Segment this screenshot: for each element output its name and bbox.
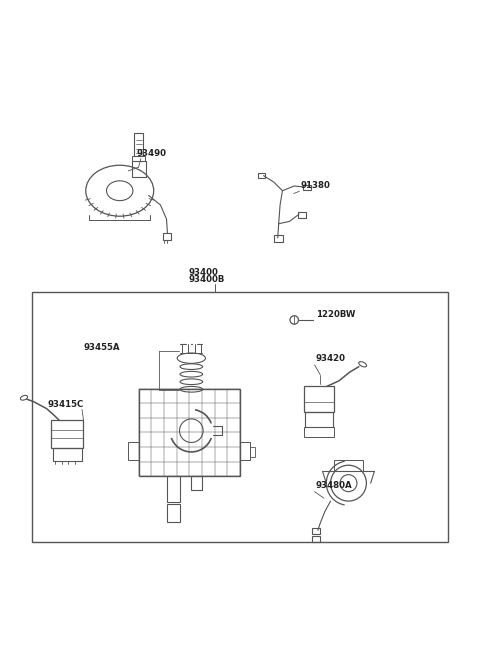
Bar <box>258 173 265 178</box>
Text: 1220BW: 1220BW <box>316 310 356 319</box>
Bar <box>299 212 306 218</box>
Bar <box>128 441 139 460</box>
Bar <box>53 448 82 461</box>
Bar <box>305 413 333 426</box>
Text: 93415C: 93415C <box>48 400 84 409</box>
Text: 93420: 93420 <box>315 354 346 364</box>
Bar <box>192 476 202 490</box>
Bar <box>303 185 311 190</box>
Bar <box>132 156 145 162</box>
Bar <box>51 421 84 448</box>
Bar <box>251 447 255 457</box>
Text: 93480A: 93480A <box>315 481 352 490</box>
Bar <box>312 536 320 542</box>
Bar <box>304 386 335 413</box>
Text: 93400: 93400 <box>188 267 218 276</box>
Bar <box>312 529 320 534</box>
Bar <box>240 441 251 460</box>
Bar <box>274 235 283 242</box>
Bar <box>304 426 334 437</box>
Text: 93455A: 93455A <box>84 343 120 352</box>
Bar <box>167 476 180 502</box>
Bar <box>33 292 447 542</box>
Text: 91380: 91380 <box>300 181 330 190</box>
Bar <box>134 133 143 156</box>
Text: 93400B: 93400B <box>188 274 225 284</box>
Text: 93490: 93490 <box>136 149 166 158</box>
Bar <box>132 162 145 177</box>
Bar <box>163 233 171 240</box>
Bar <box>335 460 362 472</box>
Bar <box>167 504 180 522</box>
Bar <box>139 389 240 476</box>
